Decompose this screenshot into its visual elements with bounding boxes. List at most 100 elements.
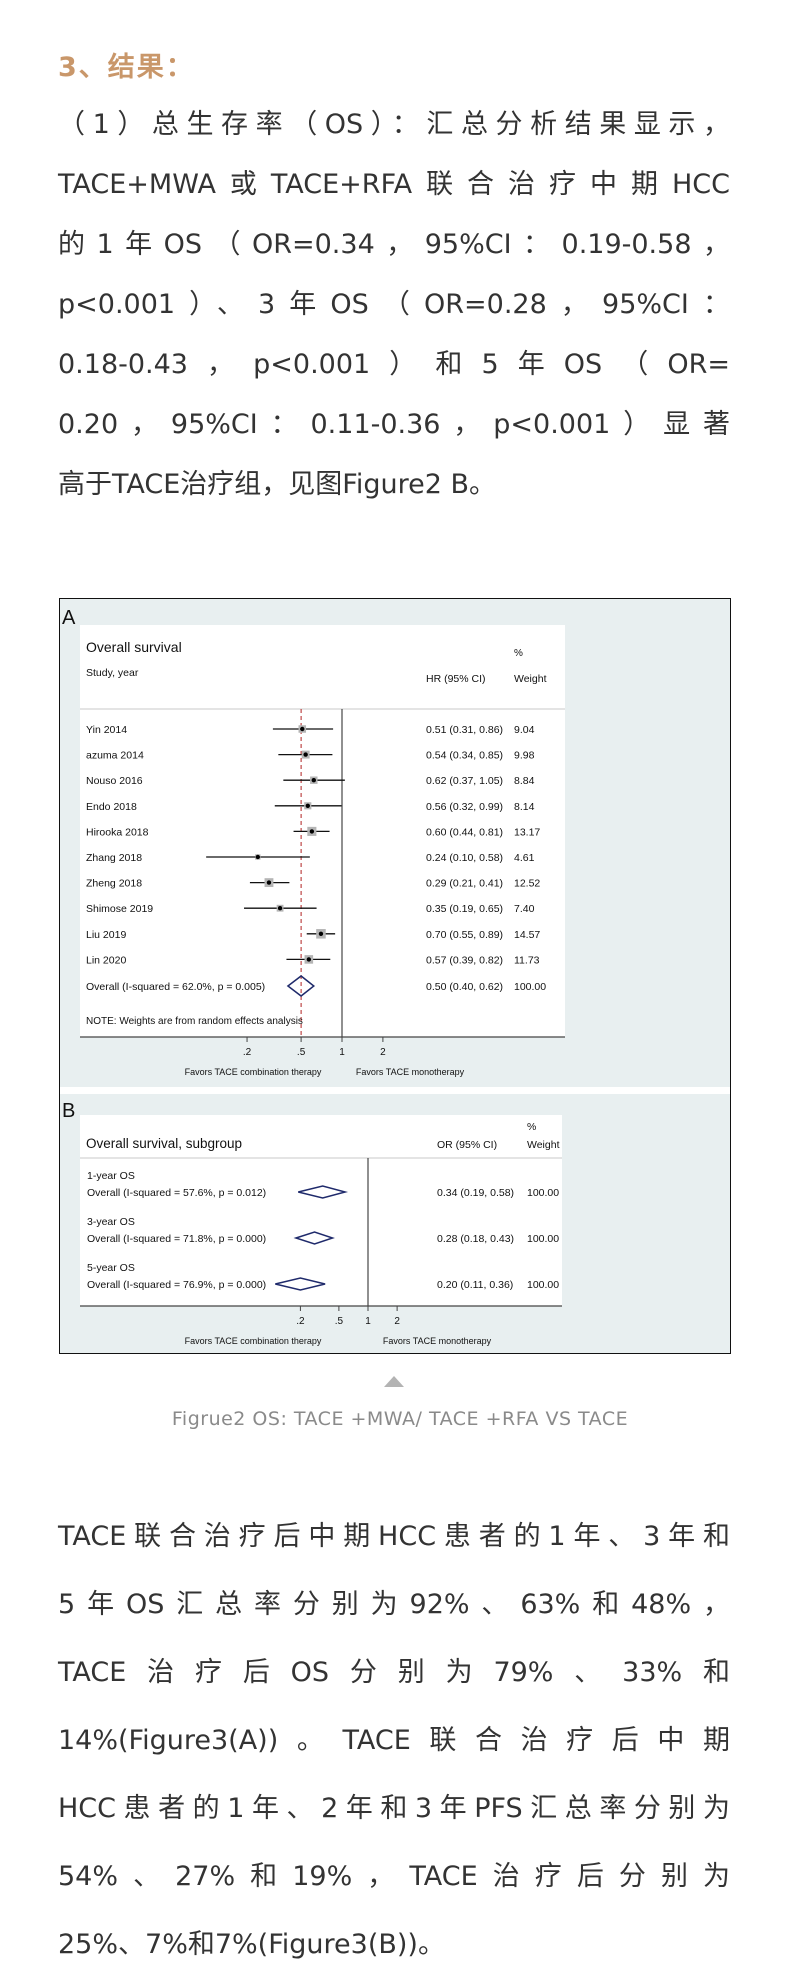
overall-effect-text: 0.50 (0.40, 0.62) xyxy=(426,981,503,993)
text-line: 54%、27%和19%，TACE治疗后分别为 xyxy=(58,1861,730,1892)
panel-b-left-label: Favors TACE combination therapy xyxy=(185,1336,322,1346)
subgroup-diamond xyxy=(275,1277,326,1291)
forest-plot-figure: A Overall survival Study, year HR (95% CI)%… xyxy=(59,598,731,1354)
study-weight-text: 4.61 xyxy=(514,852,535,864)
panel-a-weight-header: Weight xyxy=(514,673,547,685)
study-effect-text: 0.60 (0.44, 0.81) xyxy=(426,826,503,838)
study-point xyxy=(309,829,315,834)
text-line: p<0.001）、3年OS（OR=0.28，95%CI： xyxy=(58,289,730,320)
study-weight-text: 9.04 xyxy=(514,724,535,736)
study-effect-text: 0.24 (0.10, 0.58) xyxy=(426,852,503,864)
panel-b-effect-header: OR (95% CI) xyxy=(437,1139,497,1151)
panel-b-tick-label: 2 xyxy=(394,1316,400,1327)
subgroup-diamond xyxy=(298,1185,349,1199)
study-effect-text: 0.54 (0.34, 0.85) xyxy=(426,750,503,762)
overall-diamond xyxy=(286,975,316,997)
panel-label-a: A xyxy=(62,607,76,629)
study-label: Lin 2020 xyxy=(86,954,126,966)
subgroup-overall-label: Overall (I-squared = 71.8%, p = 0.000) xyxy=(87,1233,266,1245)
text-line: TACE联合治疗后中期HCC患者的1年、3年和 xyxy=(58,1521,730,1552)
panel-b-title: Overall survival, subgroup xyxy=(86,1136,242,1151)
subgroup-weight-text: 100.00 xyxy=(527,1279,559,1291)
panel-b-plot-area xyxy=(80,1115,562,1306)
panel-label-b: B xyxy=(62,1100,75,1122)
study-effect-text: 0.70 (0.55, 0.89) xyxy=(426,929,503,941)
panel-a-weight-percent: % xyxy=(514,648,523,659)
panel-a-note: NOTE: Weights are from random effects an… xyxy=(86,1016,303,1027)
panel-b-tick-label: .2 xyxy=(296,1316,305,1327)
paragraph-os-results: （1）总生存率（OS）：汇总分析结果显示， TACE+MWA或TACE+RFA联合… xyxy=(58,95,730,515)
subgroup-weight-text: 100.00 xyxy=(527,1233,559,1245)
section-heading: 3、结果： xyxy=(58,52,195,83)
panel-b-weight-percent: % xyxy=(527,1121,536,1133)
panel-b-tick-label: 1 xyxy=(365,1316,371,1327)
study-effect-text: 0.51 (0.31, 0.86) xyxy=(426,724,503,736)
text-line: TACE+MWA或TACE+RFA联合治疗中期HCC xyxy=(58,169,730,200)
panel-separator xyxy=(60,1087,730,1094)
study-weight-text: 9.98 xyxy=(514,750,535,762)
overall-weight-text: 100.00 xyxy=(514,981,546,993)
study-label: Zheng 2018 xyxy=(86,878,142,890)
subgroup-effect-text: 0.20 (0.11, 0.36) xyxy=(437,1279,513,1291)
panel-b-weight-header: Weight xyxy=(527,1139,560,1151)
panel-a-tick-label: .2 xyxy=(243,1047,252,1058)
text-line: HCC患者的1年、2年和3年PFS汇总率分别为 xyxy=(58,1793,730,1824)
subgroup-label: 5-year OS xyxy=(87,1262,135,1274)
study-point xyxy=(306,957,312,962)
study-weight-text: 13.17 xyxy=(514,826,540,838)
text-line: 14%(Figure3(A))。TACE联合治疗后中期 xyxy=(58,1725,730,1756)
panel-a-right-label: Favors TACE monotherapy xyxy=(356,1067,465,1077)
study-weight-text: 7.40 xyxy=(514,903,535,915)
paragraph-survival-rates: TACE联合治疗后中期HCC患者的1年、3年和 5年OS汇总率分别为92%、63%… xyxy=(58,1503,730,1979)
panel-a-title: Overall survival xyxy=(86,639,182,655)
subgroup-diamond xyxy=(293,1231,335,1245)
study-effect-text: 0.35 (0.19, 0.65) xyxy=(426,903,503,915)
subgroup-effect-text: 0.34 (0.19, 0.58) xyxy=(437,1187,514,1199)
study-label: Shimose 2019 xyxy=(86,903,153,915)
study-point xyxy=(303,752,308,757)
subgroup-label: 1-year OS xyxy=(87,1170,135,1182)
panel-a-tick-label: 1 xyxy=(339,1047,345,1058)
study-point xyxy=(311,778,316,783)
study-weight-text: 14.57 xyxy=(514,929,540,941)
study-label: Endo 2018 xyxy=(86,801,137,813)
panel-a-effect-header: HR (95% CI) xyxy=(426,673,486,685)
figure-caption: Figrue2 OS: TACE +MWA/ TACE +RFA VS TACE xyxy=(171,1408,629,1430)
study-effect-text: 0.62 (0.37, 1.05) xyxy=(426,775,503,787)
study-weight-text: 12.52 xyxy=(514,878,540,890)
study-weight-text: 11.73 xyxy=(514,954,540,966)
text-line: 5年OS汇总率分别为92%、63%和48%， xyxy=(58,1589,730,1620)
overall-label: Overall (I-squared = 62.0%, p = 0.005) xyxy=(86,981,265,993)
subgroup-effect-text: 0.28 (0.18, 0.43) xyxy=(437,1233,514,1245)
subgroup-overall-label: Overall (I-squared = 57.6%, p = 0.012) xyxy=(87,1187,266,1199)
caption-arrow-icon xyxy=(384,1376,404,1387)
study-point xyxy=(300,726,305,732)
text-line: 的1年OS（OR=0.34，95%CI：0.19-0.58， xyxy=(58,229,730,260)
subgroup-overall-label: Overall (I-squared = 76.9%, p = 0.000) xyxy=(87,1279,266,1291)
study-effect-text: 0.56 (0.32, 0.99) xyxy=(426,801,503,813)
study-label: Yin 2014 xyxy=(86,724,127,736)
panel-a-tick-label: .5 xyxy=(297,1047,306,1058)
study-label: Liu 2019 xyxy=(86,929,126,941)
panel-a-row-header: Study, year xyxy=(86,667,139,679)
study-label: azuma 2014 xyxy=(86,750,144,762)
subgroup-weight-text: 100.00 xyxy=(527,1187,559,1199)
study-point xyxy=(277,906,283,911)
study-weight-text: 8.84 xyxy=(514,775,535,787)
study-point xyxy=(305,803,310,808)
text-line: 0.18-0.43，p<0.001）和5年OS（OR= xyxy=(58,349,730,380)
panel-b-right-label: Favors TACE monotherapy xyxy=(383,1336,492,1346)
study-point xyxy=(318,931,324,936)
text-line: （1）总生存率（OS）：汇总分析结果显示， xyxy=(58,109,730,140)
study-label: Hirooka 2018 xyxy=(86,826,149,838)
study-label: Zhang 2018 xyxy=(86,852,142,864)
study-weight-text: 8.14 xyxy=(514,801,535,813)
panel-a-left-label: Favors TACE combination therapy xyxy=(185,1067,322,1077)
study-effect-text: 0.29 (0.21, 0.41) xyxy=(426,878,503,890)
study-point xyxy=(266,880,272,885)
subgroup-label: 3-year OS xyxy=(87,1216,135,1228)
panel-b-tick-label: .5 xyxy=(335,1316,344,1327)
text-line: 高于TACE治疗组，见图Figure2 B。 xyxy=(58,469,497,500)
study-effect-text: 0.57 (0.39, 0.82) xyxy=(426,954,503,966)
study-point xyxy=(255,854,261,860)
